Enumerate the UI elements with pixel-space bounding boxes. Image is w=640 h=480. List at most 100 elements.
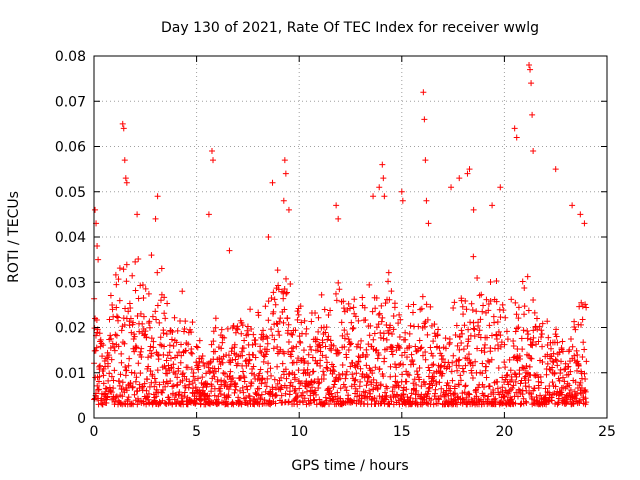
data-point-marker <box>465 351 472 358</box>
data-point-marker <box>167 327 174 334</box>
y-tick-label: 0.02 <box>55 321 86 337</box>
data-point-marker <box>526 363 533 370</box>
data-point-marker <box>516 371 523 378</box>
data-point-marker <box>343 371 350 378</box>
data-point-marker <box>192 384 199 391</box>
data-point-marker <box>165 362 172 369</box>
data-point-marker <box>399 197 406 204</box>
data-point-marker <box>515 324 522 331</box>
data-point-marker <box>128 329 135 336</box>
data-point-marker <box>421 116 428 123</box>
data-point-marker <box>277 315 284 322</box>
data-point-marker <box>538 334 545 341</box>
data-point-marker <box>403 378 410 385</box>
data-point-marker <box>230 401 237 408</box>
data-point-marker <box>574 367 581 374</box>
data-point-marker <box>513 325 520 332</box>
data-point-marker <box>206 393 213 400</box>
data-point-marker <box>352 313 359 320</box>
data-point-marker <box>122 372 129 379</box>
data-point-marker <box>355 353 362 360</box>
data-point-marker <box>477 316 484 323</box>
data-point-marker <box>132 287 139 294</box>
data-point-marker <box>179 288 186 295</box>
x-tick-label: 5 <box>192 424 201 440</box>
data-point-marker <box>113 332 120 339</box>
data-point-marker <box>369 308 376 315</box>
data-point-marker <box>483 374 490 381</box>
data-point-marker <box>294 393 301 400</box>
data-point-marker <box>218 326 225 333</box>
data-point-marker <box>493 278 500 285</box>
data-point-marker <box>567 368 574 375</box>
data-point-marker <box>288 353 295 360</box>
data-point-marker <box>248 325 255 332</box>
data-point-marker <box>289 331 296 338</box>
data-point-marker <box>118 350 125 357</box>
data-point-marker <box>395 320 402 327</box>
data-point-marker <box>472 358 479 365</box>
data-point-marker <box>582 301 589 308</box>
data-point-marker <box>163 357 170 364</box>
data-point-marker <box>378 302 385 309</box>
data-point-marker <box>131 333 138 340</box>
data-point-marker <box>161 363 168 370</box>
data-point-marker <box>337 375 344 382</box>
data-point-marker <box>417 345 424 352</box>
data-point-marker <box>178 352 185 359</box>
data-point-marker <box>170 342 177 349</box>
data-point-marker <box>240 389 247 396</box>
data-point-marker <box>531 309 538 316</box>
data-point-marker <box>572 326 579 333</box>
data-point-marker <box>274 363 281 370</box>
data-point-marker <box>455 362 462 369</box>
data-point-marker <box>577 379 584 386</box>
data-point-marker <box>189 380 196 387</box>
data-point-marker <box>119 379 126 386</box>
data-point-marker <box>189 385 196 392</box>
data-point-marker <box>571 323 578 330</box>
data-point-marker <box>334 389 341 396</box>
data-point-marker <box>169 328 176 335</box>
data-point-marker <box>519 364 526 371</box>
data-point-marker <box>297 303 304 310</box>
data-point-marker <box>212 368 219 375</box>
data-point-marker <box>322 394 329 401</box>
y-tick-label: 0 <box>77 411 86 427</box>
data-point-marker <box>528 355 535 362</box>
data-point-marker <box>501 393 508 400</box>
data-point-marker <box>283 375 290 382</box>
data-point-marker <box>141 380 148 387</box>
data-point-marker <box>581 220 588 227</box>
data-point-marker <box>549 379 556 386</box>
data-point-marker <box>315 314 322 321</box>
data-point-marker <box>491 396 498 403</box>
data-point-marker <box>150 344 157 351</box>
data-point-marker <box>186 381 193 388</box>
data-point-marker <box>270 308 277 315</box>
data-point-marker <box>484 357 491 364</box>
data-point-marker <box>152 379 159 386</box>
data-point-marker <box>440 355 447 362</box>
data-point-marker <box>350 304 357 311</box>
data-point-marker <box>336 349 343 356</box>
data-point-marker <box>571 318 578 325</box>
data-point-marker <box>323 364 330 371</box>
data-point-marker <box>115 343 122 350</box>
data-point-marker <box>122 364 129 371</box>
data-point-marker <box>285 398 292 405</box>
data-point-marker <box>351 397 358 404</box>
data-point-marker <box>548 394 555 401</box>
data-point-marker <box>542 385 549 392</box>
data-point-marker <box>416 376 423 383</box>
data-point-marker <box>215 365 222 372</box>
data-point-marker <box>120 125 127 132</box>
data-point-marker <box>244 323 251 330</box>
data-point-marker <box>115 276 122 283</box>
data-point-marker <box>464 342 471 349</box>
data-point-marker <box>525 377 532 384</box>
data-point-marker <box>366 332 373 339</box>
data-point-marker <box>549 364 556 371</box>
data-point-marker <box>380 373 387 380</box>
data-point-marker <box>134 401 141 408</box>
